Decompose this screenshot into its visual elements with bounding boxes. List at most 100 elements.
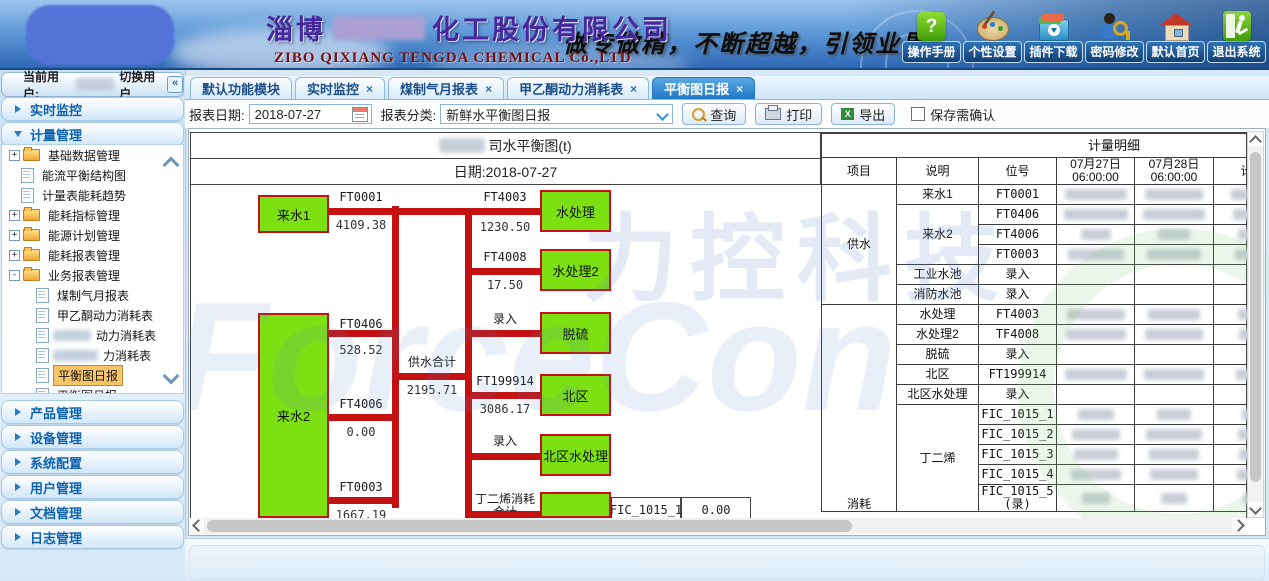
- sidebar-panel-label: 文档管理: [30, 505, 83, 521]
- scroll-right-button[interactable]: [1231, 518, 1247, 533]
- tree-item-5[interactable]: + 能耗报表管理: [2, 245, 183, 265]
- column-header: 07月27日 06:00:00: [1056, 157, 1135, 185]
- scroll-down-button[interactable]: [1248, 501, 1263, 517]
- scroll-up-button[interactable]: [1248, 132, 1263, 148]
- sidebar-panel-realtime[interactable]: 实时监控: [1, 97, 184, 121]
- redacted-value: [1071, 429, 1120, 441]
- value-cell: [1212, 204, 1248, 225]
- tree-item-1[interactable]: 能流平衡结构图: [2, 165, 183, 185]
- tree-item-8[interactable]: 甲乙酮动力消耗表: [2, 305, 183, 325]
- quick-link-plugin-download[interactable]: 插件下载: [1024, 2, 1083, 63]
- report-title-row: 司水平衡图(t): [191, 133, 821, 159]
- redacted-value: [1157, 409, 1191, 421]
- value-cell: [1056, 484, 1135, 512]
- report-date-input[interactable]: 2018-07-27: [248, 104, 372, 124]
- redacted-value: [1065, 329, 1126, 341]
- table-title: 计量明细: [821, 133, 1248, 158]
- value-cell: [1056, 404, 1135, 425]
- collapse-icon[interactable]: -: [9, 269, 20, 281]
- expand-icon[interactable]: +: [9, 149, 20, 161]
- quick-link-label: 默认首页: [1146, 41, 1205, 63]
- flow-value: 0.00: [346, 425, 376, 439]
- table-row: 北区 FT199914: [822, 364, 1248, 385]
- value-cell: [1134, 324, 1214, 345]
- tree-item-12[interactable]: 平衡图月报: [2, 385, 183, 393]
- quick-link-home[interactable]: 默认首页: [1146, 2, 1205, 63]
- close-icon[interactable]: ×: [630, 81, 638, 96]
- tree-item-11[interactable]: 平衡图日报: [2, 364, 183, 386]
- sidebar: 当前用户: 切换用户 « 实时监控 计量管理 + 基础数据管理 能流平衡结构图 计量表能…: [0, 70, 186, 581]
- redacted-text: [53, 349, 98, 361]
- sidebar-collapse-button[interactable]: «: [167, 76, 183, 93]
- quick-link-label: 个性设置: [963, 41, 1022, 63]
- triangle-right-icon: [15, 508, 21, 516]
- quick-link-personalize[interactable]: 个性设置: [963, 2, 1022, 63]
- desc-cell: 来水1: [896, 184, 979, 205]
- tree-item-9[interactable]: 动力消耗表: [2, 325, 183, 345]
- close-icon[interactable]: ×: [736, 81, 744, 96]
- report-category-select[interactable]: 新鲜水平衡图日报: [440, 104, 674, 124]
- query-button[interactable]: 查询: [682, 103, 747, 125]
- sidebar-panel-4[interactable]: 文档管理: [1, 500, 184, 524]
- value-cell: [1134, 304, 1214, 325]
- vertical-scrollbar[interactable]: [1247, 131, 1264, 518]
- tag-cell: FIC_1015_4: [978, 464, 1057, 485]
- tree-item-3[interactable]: + 能耗指标管理: [2, 205, 183, 225]
- sidebar-panel-1[interactable]: 设备管理: [1, 425, 184, 449]
- sidebar-panel-5[interactable]: 日志管理: [1, 525, 184, 549]
- horizontal-scroll-thumb[interactable]: [207, 520, 852, 532]
- table-row: FIC_1015_2: [822, 424, 1248, 445]
- quick-link-exit[interactable]: 退出系统: [1207, 2, 1266, 63]
- value-cell: [1212, 264, 1248, 285]
- value-cell: [1212, 284, 1248, 305]
- vertical-scroll-thumb[interactable]: [1250, 152, 1261, 482]
- flow-value: 17.50: [486, 278, 524, 292]
- sidebar-panel-2[interactable]: 系统配置: [1, 450, 184, 474]
- tree-item-7[interactable]: 煤制气月报表: [2, 285, 183, 305]
- tree-item-2[interactable]: 计量表能耗趋势: [2, 185, 183, 205]
- quick-link-password[interactable]: 密码修改: [1085, 2, 1144, 63]
- printer-icon: [765, 105, 782, 120]
- tree-item-0[interactable]: + 基础数据管理: [2, 145, 183, 165]
- tree-item-10[interactable]: 力消耗表: [2, 345, 183, 365]
- close-icon[interactable]: ×: [366, 81, 374, 96]
- tab-0[interactable]: 默认功能模块: [190, 77, 293, 99]
- expand-icon[interactable]: +: [9, 229, 20, 241]
- redacted-value: [1238, 449, 1248, 461]
- sidebar-panel-label: 实时监控: [30, 102, 83, 118]
- column-header: 07月28日 06:00:00: [1134, 157, 1214, 185]
- tab-3[interactable]: 甲乙酮动力消耗表 ×: [507, 77, 650, 99]
- table-row: 水处理2 TF4008: [822, 324, 1248, 345]
- tab-2[interactable]: 煤制气月报表 ×: [388, 77, 505, 99]
- tree-item-4[interactable]: + 能源计划管理: [2, 225, 183, 245]
- quick-link-help[interactable]: ? 操作手册: [902, 2, 961, 63]
- table-row: 供水 来水1 FT0001: [821, 184, 1248, 305]
- tag-cell: FT4003: [978, 304, 1057, 325]
- flow-tag-label: FT4008: [483, 250, 527, 264]
- sidebar-panel-metering[interactable]: 计量管理: [1, 122, 184, 146]
- sidebar-panel-0[interactable]: 产品管理: [1, 400, 184, 424]
- top-banner: 淄博 化工股份有限公司 ZIBO QIXIANG TENGDA CHEMICAL…: [0, 0, 1269, 70]
- tree-item-6[interactable]: - 业务报表管理: [2, 265, 183, 285]
- export-button[interactable]: X 导出: [831, 103, 896, 125]
- quick-icon-slot: [976, 2, 1009, 41]
- redacted-value: [1073, 449, 1118, 461]
- save-confirm-checkbox[interactable]: [911, 107, 926, 121]
- tab-4[interactable]: 平衡图日报 ×: [652, 77, 756, 99]
- tab-1[interactable]: 实时监控 ×: [295, 77, 386, 99]
- sidebar-panel-label: 设备管理: [30, 430, 83, 446]
- expand-icon[interactable]: +: [9, 249, 20, 261]
- print-button-label: 打印: [786, 107, 813, 123]
- table-row: 消防水池 录入: [822, 284, 1248, 305]
- flow-line: [392, 206, 399, 508]
- horizontal-scrollbar[interactable]: [189, 518, 1247, 534]
- expand-icon[interactable]: +: [9, 209, 20, 221]
- calendar-icon[interactable]: [351, 107, 368, 122]
- value-cell: [1056, 464, 1135, 485]
- flow-value: 3086.17: [479, 402, 531, 416]
- print-button[interactable]: 打印: [755, 103, 823, 125]
- sidebar-panel-3[interactable]: 用户管理: [1, 475, 184, 499]
- close-icon[interactable]: ×: [485, 81, 493, 96]
- scroll-left-button[interactable]: [189, 518, 205, 533]
- redacted-value: [1066, 309, 1125, 321]
